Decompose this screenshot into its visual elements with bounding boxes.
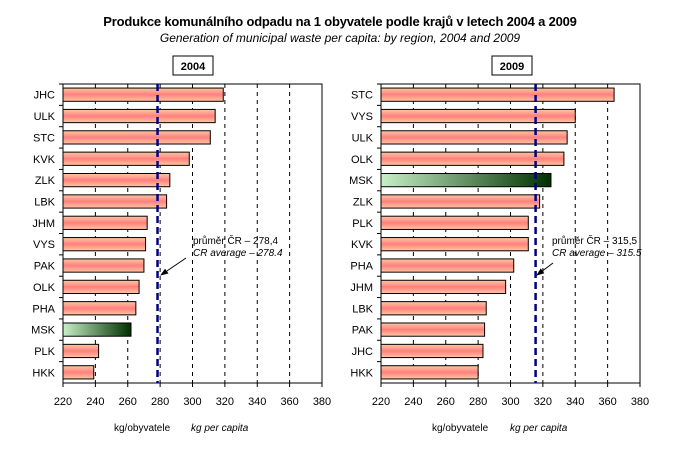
category-label: MSK <box>349 175 374 187</box>
bar-jhm <box>62 215 148 230</box>
bar-ulk <box>62 108 216 124</box>
panel-year-box <box>491 55 533 76</box>
bar-stc <box>380 87 615 102</box>
category-label: VYS <box>351 111 373 123</box>
chart-panel-2004: 2004 JHC ULK STC KVK ZLK LBK JHM VYS PAK OLK PHA MSK… <box>31 55 331 434</box>
panel-year-label: 2009 <box>500 61 524 73</box>
chart-title: Produkce komunálního odpadu na 1 obyvate… <box>103 14 577 29</box>
x-tick-label: 240 <box>86 396 104 408</box>
category-label: PAK <box>352 325 374 337</box>
x-axis-label-en: kg per capita <box>510 423 568 434</box>
x-tick-label: 320 <box>216 396 234 408</box>
x-tick-label: 240 <box>404 396 422 408</box>
category-label: OLK <box>351 154 374 166</box>
category-label: VYS <box>33 239 55 251</box>
bar-lbk <box>62 194 168 209</box>
category-label: ULK <box>352 132 374 144</box>
average-annotation-en: CR average – 315.5 <box>552 248 642 259</box>
category-label: PAK <box>34 261 56 273</box>
average-annotation-cz: průměr ČR – 278,4 <box>193 234 278 247</box>
x-tick-label: 260 <box>119 396 137 408</box>
category-label: MSK <box>31 325 56 337</box>
bar-jhc <box>380 343 484 359</box>
arrow-icon <box>160 257 187 276</box>
bar-plk <box>380 215 529 230</box>
category-label: KVK <box>351 239 374 251</box>
category-label: ULK <box>34 111 56 123</box>
plot-frame <box>62 83 323 384</box>
bar-pha <box>62 301 137 316</box>
category-label: JHC <box>34 90 55 102</box>
x-tick-label: 320 <box>534 396 552 408</box>
x-tick-label: 380 <box>313 396 331 408</box>
category-label: OLK <box>33 282 56 294</box>
bar-kvk <box>380 237 529 252</box>
x-tick-label: 300 <box>501 396 519 408</box>
x-tick-label: 220 <box>372 396 390 408</box>
bar-vys <box>62 237 147 252</box>
bar-plk <box>62 343 100 359</box>
bar-kvk <box>62 151 190 166</box>
chart-panel-2009: 2009 STC VYS ULK OLK MSK ZLK PLK KVK PHA JHM LBK PAK… <box>349 55 649 434</box>
plot-frame <box>380 83 641 384</box>
bar-hkk <box>380 365 479 380</box>
x-tick-label: 280 <box>469 396 487 408</box>
category-label: HKK <box>32 367 55 379</box>
bar-ulk <box>380 130 568 145</box>
category-label: ZLK <box>35 175 56 187</box>
x-tick-label: 280 <box>151 396 169 408</box>
category-label: STC <box>33 132 55 144</box>
x-axis-label: kg/obyvatele <box>432 423 489 434</box>
category-label: LBK <box>34 196 55 208</box>
category-label: PHA <box>350 261 373 273</box>
bar-msk <box>62 322 132 337</box>
panel-year-label: 2004 <box>181 61 206 73</box>
bar-msk <box>380 172 552 188</box>
x-tick-label: 340 <box>566 396 584 408</box>
bar-jhm <box>380 279 507 295</box>
bar-stc <box>62 130 211 145</box>
x-tick-label: 340 <box>248 396 266 408</box>
x-axis-label: kg/obyvatele <box>114 423 171 434</box>
category-label: LBK <box>352 303 373 315</box>
panel-year-box <box>172 55 214 76</box>
bar-lbk <box>380 301 487 316</box>
average-annotation-en: CR average – 278.4 <box>193 248 283 259</box>
category-label: ZLK <box>353 196 374 208</box>
category-label: KVK <box>33 154 56 166</box>
category-label: PHA <box>32 303 55 315</box>
average-annotation-cz: průměr ČR – 315,5 <box>552 234 637 247</box>
bar-hkk <box>62 365 95 380</box>
bar-pha <box>380 258 515 273</box>
bar-jhc <box>62 87 224 102</box>
bar-zlk <box>62 172 171 188</box>
category-label: JHC <box>352 346 373 358</box>
category-label: STC <box>351 90 373 102</box>
category-label: JHM <box>350 282 373 294</box>
bar-olk <box>62 279 140 295</box>
x-axis-label-en: kg per capita <box>191 423 249 434</box>
bar-vys <box>380 108 576 124</box>
bar-pak <box>62 258 145 273</box>
x-tick-label: 380 <box>631 396 649 408</box>
bar-zlk <box>380 194 541 209</box>
category-label: PLK <box>34 346 55 358</box>
x-tick-label: 260 <box>437 396 455 408</box>
category-label: HKK <box>350 367 373 379</box>
category-label: PLK <box>352 218 373 230</box>
x-tick-label: 220 <box>54 396 72 408</box>
arrow-icon <box>536 262 554 276</box>
x-tick-label: 360 <box>598 396 616 408</box>
bar-pak <box>380 322 486 337</box>
category-label: JHM <box>32 218 55 230</box>
x-tick-label: 360 <box>280 396 298 408</box>
chart-subtitle: Generation of municipal waste per capita… <box>159 31 521 45</box>
x-tick-label: 300 <box>183 396 201 408</box>
